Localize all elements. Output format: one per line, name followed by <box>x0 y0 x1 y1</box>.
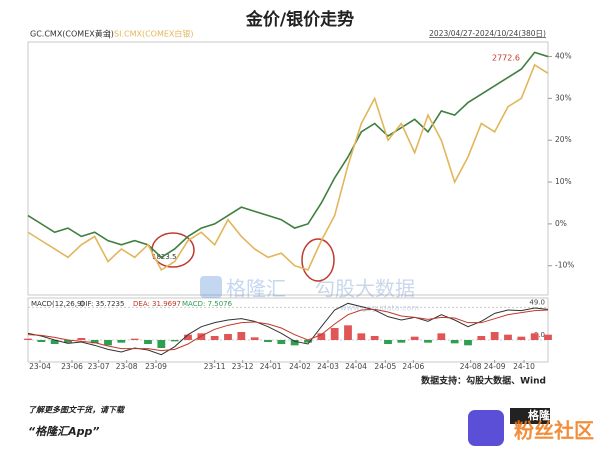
macd-bar <box>90 340 99 344</box>
legend-separator: | <box>108 30 111 39</box>
macd-bar <box>210 336 219 340</box>
x-tick-label: 24-06 <box>402 362 424 371</box>
annotation: 1823.5 <box>152 253 177 261</box>
x-tick-label: 23-09 <box>145 362 167 371</box>
y-tick-label: 0% <box>555 219 567 228</box>
macd-bar <box>264 340 272 342</box>
macd-bar <box>357 333 366 340</box>
macd-bar <box>224 334 232 340</box>
x-tick-label: 23-07 <box>88 362 110 371</box>
x-tick-label: 24-04 <box>345 362 367 371</box>
macd-bar <box>130 338 139 340</box>
macd-bar <box>77 338 86 340</box>
highlight-circle <box>301 238 335 282</box>
y-tick-label: 0.0 <box>534 331 545 339</box>
indicator-line <box>27 308 549 352</box>
macd-bar <box>490 332 499 340</box>
x-tick-label: 23-12 <box>232 362 254 371</box>
macd-bar <box>50 340 59 344</box>
macd-bar <box>477 336 486 340</box>
legend-entry: DEA: 31.9697 <box>133 300 181 308</box>
x-tick-label: 24-02 <box>289 362 311 371</box>
macd-bar <box>530 333 539 340</box>
macd-bar <box>344 325 352 340</box>
x-tick-label: 23-04 <box>29 362 51 371</box>
title: 金价/银价走势 <box>245 9 354 30</box>
macd-bar <box>517 336 526 340</box>
macd-bar <box>450 340 459 344</box>
legend-entry: DIF: 35.7235 <box>80 300 124 308</box>
x-tick-label: 24-05 <box>374 362 396 371</box>
x-tick-label: 23-11 <box>204 362 226 371</box>
x-tick-label: 24-03 <box>317 362 339 371</box>
macd-bar <box>64 340 72 343</box>
macd-bar <box>304 340 312 343</box>
macd-bar <box>37 340 46 342</box>
legend-entry: MACD: 7.5076 <box>182 300 233 308</box>
macd-bar <box>437 333 446 340</box>
macd-bar <box>277 340 286 344</box>
footer-text: 了解更多图文干货，请下载 <box>28 406 126 415</box>
macd-bar <box>144 340 152 344</box>
x-tick-label: 24-09 <box>484 362 506 371</box>
macd-bar <box>397 340 406 343</box>
y-tick-label: 20% <box>555 135 572 144</box>
x-tick-label: 23-08 <box>116 362 138 371</box>
x-tick-label: 23-06 <box>61 362 83 371</box>
highlight-circle <box>151 232 195 268</box>
macd-bar <box>250 337 259 340</box>
app-icon <box>468 410 504 446</box>
macd-bar <box>424 340 432 343</box>
community-mark: 粉丝社区 <box>514 419 594 443</box>
y-tick-label: 40% <box>555 52 572 61</box>
x-tick-label: 24-10 <box>513 362 535 371</box>
macd-bar <box>184 334 192 340</box>
series-line <box>27 51 549 259</box>
macd-bar <box>117 340 126 343</box>
watermark: 格隆汇 勾股大数据 www.gogudata.com <box>200 276 419 313</box>
macd-bar <box>330 328 339 340</box>
source: 数据支持：勾股大数据、Wind <box>421 375 546 387</box>
watermark-url: www.gogudata.com <box>340 304 419 313</box>
macd-title: MACD(12,26,9) <box>31 300 84 308</box>
macd-bar <box>504 334 512 340</box>
series-line <box>27 63 549 272</box>
legend-entry: GC.CMX(COMEX黄金) <box>30 29 114 39</box>
macd-bar <box>384 340 392 344</box>
y-tick-label: 49.0 <box>529 298 545 306</box>
y-tick-label: 10% <box>555 177 572 186</box>
macd-bar <box>170 340 179 342</box>
macd-bar <box>410 336 419 340</box>
logo-bg <box>510 408 550 424</box>
macd-bar <box>370 336 379 340</box>
macd-bar <box>197 333 206 340</box>
x-tick-label: 24-08 <box>460 362 482 371</box>
x-tick-label: 24-01 <box>260 362 282 371</box>
macd-bar <box>317 333 326 340</box>
y-tick-label: 30% <box>555 93 572 102</box>
macd-bar <box>24 338 32 340</box>
annotation: 2772.6 <box>492 54 520 63</box>
watermark-brand: 格隆汇 <box>226 277 286 301</box>
footer-app: “格隆汇App” <box>28 425 99 438</box>
watermark-logo <box>200 276 222 298</box>
macd-bar <box>237 332 246 340</box>
macd-bar <box>290 340 299 346</box>
macd-frame <box>27 297 549 363</box>
watermark-data: 勾股大数据 <box>315 277 415 301</box>
macd-bar <box>104 340 112 346</box>
macd-bar <box>157 340 166 348</box>
y-tick-label: -10% <box>555 261 574 270</box>
date-range: 2023/04/27-2024/10/24(380日) <box>429 29 546 38</box>
logo-text: 格隆汇 <box>528 408 561 422</box>
indicator-line <box>27 302 549 356</box>
legend-entry: SI.CMX(COMEX白银) <box>114 29 194 39</box>
macd-bar <box>544 334 552 340</box>
plot-frame <box>27 41 549 296</box>
macd-bar <box>464 340 472 346</box>
